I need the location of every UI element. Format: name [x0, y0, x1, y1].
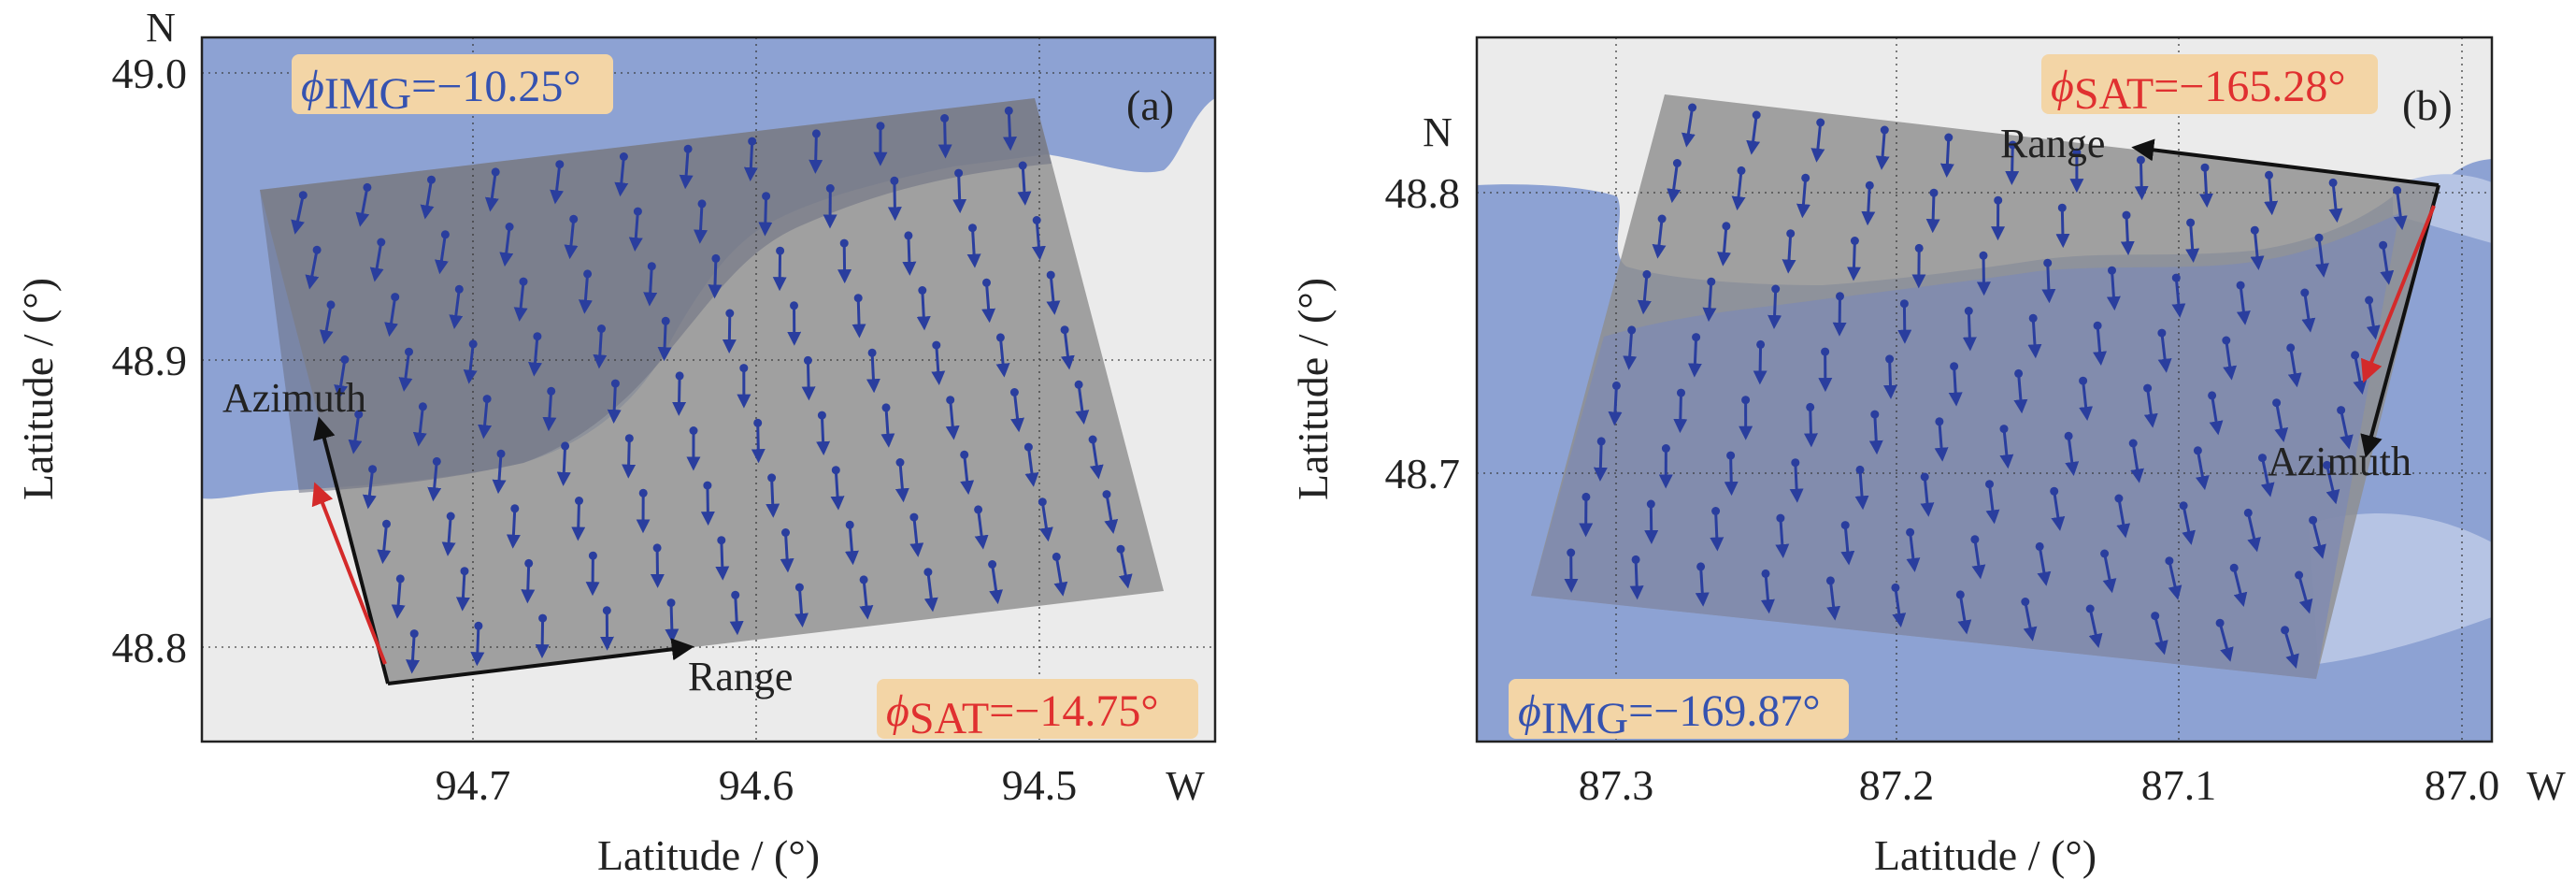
azimuth-label: Azimuth	[2268, 439, 2411, 484]
wind-vector	[657, 548, 658, 585]
ytick-label: 48.8	[1385, 169, 1461, 217]
xtick-label: 87.0	[2425, 761, 2500, 809]
wind-vector	[894, 180, 895, 218]
wind-vector	[513, 509, 515, 546]
wind-vector	[1868, 185, 1869, 223]
wind-vector	[1890, 359, 1891, 397]
wind-vector	[665, 321, 666, 358]
wind-vector	[1774, 289, 1776, 326]
wind-vector	[1933, 193, 1934, 230]
wind-vector	[758, 423, 759, 460]
north-label: N	[1423, 109, 1453, 155]
wind-vector	[2048, 263, 2050, 300]
wind-vector	[1716, 512, 1718, 549]
xtick-label: 87.1	[2141, 761, 2217, 809]
wind-vector	[1695, 338, 1696, 375]
phi-sat-annotation: ϕSAT=−14.75°	[886, 686, 1159, 743]
wind-vector	[1853, 241, 1854, 279]
xtick-label: 94.7	[436, 761, 511, 809]
phi-sat-annotation: ϕSAT=−165.28°	[2051, 62, 2346, 119]
wind-vector	[1983, 255, 1984, 293]
wind-vector	[1796, 463, 1797, 500]
phi-img-annotation: ϕIMG=−10.25°	[301, 62, 581, 119]
wind-vector	[1731, 455, 1732, 493]
panel-tag: (b)	[2402, 81, 2453, 129]
wind-vector	[715, 258, 716, 296]
wind-vector	[527, 563, 528, 600]
wind-vector	[671, 603, 672, 641]
wind-vector	[1875, 414, 1877, 452]
wind-vector	[751, 141, 752, 179]
wind-vector	[1681, 393, 1682, 430]
north-label: N	[146, 5, 176, 50]
wind-vector	[1968, 311, 1970, 349]
wind-vector	[700, 204, 702, 241]
wind-vector	[945, 119, 946, 156]
wind-vector	[1947, 137, 1949, 175]
wind-vector	[772, 478, 774, 515]
y-axis-title: Latitude / (°)	[14, 278, 62, 500]
wind-vector	[542, 618, 543, 656]
ytick-label: 48.9	[112, 337, 188, 384]
wind-vector	[578, 501, 579, 539]
y-axis-title: Latitude / (°)	[1289, 278, 1337, 500]
phi-img-annotation: ϕIMG=−169.87°	[1518, 686, 1821, 743]
wind-vector	[628, 439, 629, 476]
wind-vector	[2126, 215, 2128, 252]
wind-vector	[1810, 407, 1811, 444]
wind-vector	[1614, 385, 1616, 423]
wind-vector	[1904, 304, 1905, 341]
wind-vector	[923, 291, 924, 328]
azimuth-label: Azimuth	[222, 375, 366, 421]
wind-vector	[722, 541, 723, 578]
panel-tag: (a)	[1126, 81, 1174, 129]
wind-vector	[1600, 441, 1601, 479]
wind-vector	[477, 626, 479, 663]
wind-vector	[2140, 160, 2141, 197]
wind-vector	[844, 243, 845, 281]
xtick-label: 87.3	[1579, 761, 1654, 809]
panel-a: Azimuth Range (a) ϕIMG=−10.25° ϕSAT=−14.…	[14, 5, 1215, 879]
ytick-label: 49.0	[112, 50, 188, 97]
wind-vector	[1760, 344, 1761, 382]
x-axis-title: Latitude / (°)	[1874, 831, 2097, 879]
wind-vector	[564, 446, 565, 483]
wind-vector	[614, 383, 616, 421]
wind-vector	[959, 173, 961, 210]
ytick-label: 48.7	[1385, 450, 1461, 497]
range-label: Range	[688, 654, 793, 699]
x-axis-title: Latitude / (°)	[597, 831, 820, 879]
wind-vector	[1839, 296, 1840, 334]
wind-vector	[729, 313, 730, 351]
wind-vector	[872, 353, 874, 390]
xtick-label: 94.6	[719, 761, 794, 809]
range-label: Range	[2000, 121, 2105, 166]
xtick-label: 94.5	[1002, 761, 1078, 809]
wind-vector	[2205, 167, 2207, 205]
wind-vector	[736, 595, 737, 632]
west-label: W	[1166, 763, 1205, 809]
wind-vector	[815, 134, 816, 171]
wind-vector	[679, 376, 680, 413]
wind-vector	[822, 415, 823, 453]
wind-vector	[858, 298, 859, 336]
ytick-label: 48.8	[112, 624, 188, 671]
wind-vector	[808, 360, 809, 397]
xtick-label: 87.2	[1859, 761, 1935, 809]
wind-vector	[2062, 208, 2063, 245]
wind-vector	[1651, 504, 1652, 541]
west-label: W	[2526, 763, 2566, 809]
panel-b: Range Azimuth (b) N ϕSAT=−165.28° ϕIMG=−…	[1289, 37, 2566, 879]
wind-vector	[1009, 110, 1010, 148]
wind-vector	[1636, 559, 1638, 597]
